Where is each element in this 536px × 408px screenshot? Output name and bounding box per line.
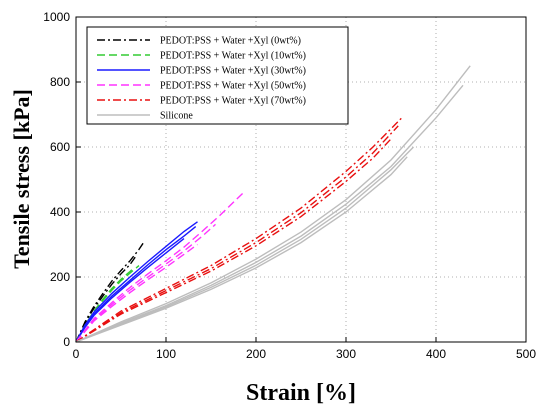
axis-ticks (75, 16, 527, 343)
series-line (75, 223, 216, 343)
series-line (75, 221, 198, 343)
series-line (75, 146, 414, 343)
series-4 (75, 117, 403, 343)
x-tick-label: 100 (156, 347, 176, 361)
y-tick-label: 600 (50, 140, 70, 154)
series-line (75, 125, 399, 343)
series-line (75, 84, 464, 343)
x-axis-title: Strain [%] (246, 380, 356, 406)
legend-box (86, 26, 349, 125)
x-tick-label: 200 (246, 347, 266, 361)
y-tick-label: 1000 (43, 10, 70, 24)
series-1 (75, 265, 140, 343)
series-line (75, 265, 140, 343)
legend-label: Silicone (160, 111, 193, 122)
y-tick-label: 0 (63, 335, 70, 349)
series-line (75, 240, 145, 343)
tick-labels: 0 100 200 300 400 500 0 200 400 600 800 1000 (43, 10, 536, 361)
x-tick-label: 500 (516, 347, 536, 361)
series-line (75, 156, 408, 343)
legend-label: PEDOT:PSS + Water +Xyl (0wt%) (160, 36, 301, 47)
y-tick-label: 400 (50, 205, 70, 219)
legend-label: PEDOT:PSS + Water +Xyl (30wt%) (160, 66, 306, 77)
y-axis-title: Tensile stress [kPa] (9, 89, 34, 269)
series-line (75, 238, 185, 343)
plot-frame (75, 16, 527, 343)
x-tick-label: 0 (73, 347, 80, 361)
series-line (75, 256, 136, 343)
x-tick-label: 300 (336, 347, 356, 361)
series-0 (75, 240, 145, 343)
data-lines (75, 65, 471, 343)
legend-label: PEDOT:PSS + Water +Xyl (70wt%) (160, 96, 306, 107)
series-line (75, 190, 246, 343)
series-line (75, 243, 198, 343)
series-line (75, 138, 392, 343)
series-3 (75, 190, 246, 343)
y-tick-label: 200 (50, 270, 70, 284)
legend: PEDOT:PSS + Water +Xyl (0wt%) PEDOT:PSS +… (86, 26, 349, 125)
series-line (75, 117, 403, 343)
legend-label: PEDOT:PSS + Water +Xyl (10wt%) (160, 51, 306, 62)
series-line (75, 266, 135, 343)
x-tick-label: 400 (426, 347, 446, 361)
series-2 (75, 221, 198, 343)
series-5 (75, 65, 471, 343)
series-line (75, 65, 471, 343)
legend-label: PEDOT:PSS + Water +Xyl (50wt%) (160, 81, 306, 92)
y-tick-label: 800 (50, 75, 70, 89)
